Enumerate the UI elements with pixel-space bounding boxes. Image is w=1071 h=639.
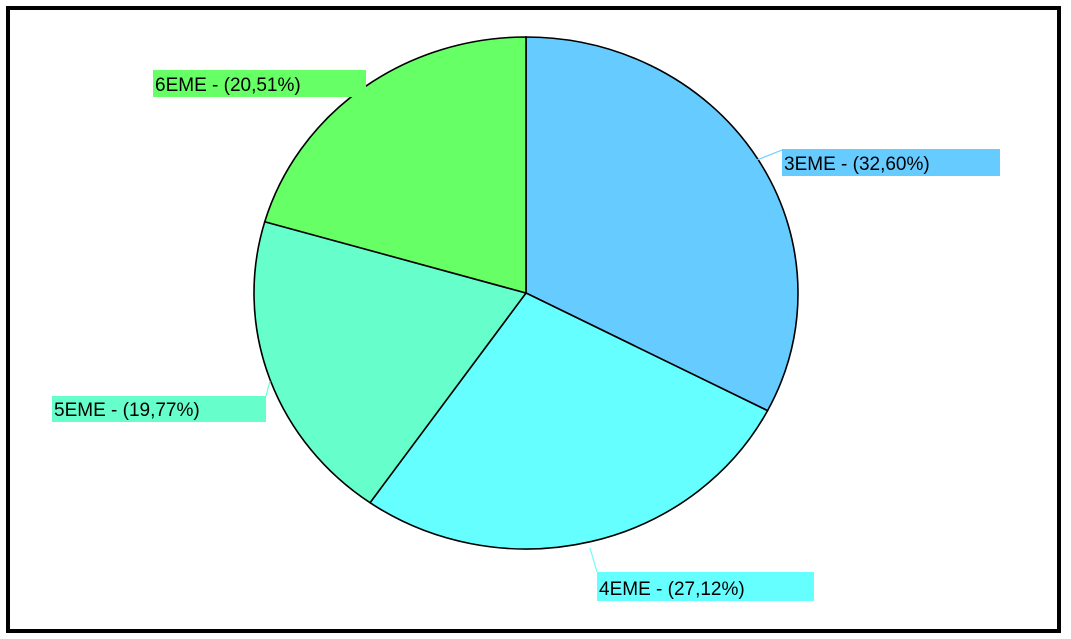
pie-label-background xyxy=(153,70,366,97)
pie-label-background xyxy=(597,572,814,601)
pie-label-5eme: 5EME - (19,77%) xyxy=(52,380,271,422)
pie-label-background xyxy=(782,149,1000,176)
pie-label-text: 3EME - (32,60%) xyxy=(784,154,930,175)
pie-label-4eme: 4EME - (27,12%) xyxy=(589,547,814,601)
pie-label-background xyxy=(52,396,266,422)
pie-leader-line xyxy=(265,380,271,397)
pie-slice-5eme xyxy=(253,220,528,504)
pie-label-text: 4EME - (27,12%) xyxy=(599,579,745,600)
pie-labels: 3EME - (32,60%) 4EME - (27,12%) 5EME - (19… xyxy=(52,70,1000,601)
pie-label-text: 5EME - (19,77%) xyxy=(54,400,200,421)
pie-leader-line xyxy=(589,547,598,573)
pie-label-3eme: 3EME - (32,60%) xyxy=(756,149,1000,176)
pie-slice-4eme xyxy=(368,291,769,550)
pie-slices xyxy=(253,36,799,550)
pie-leader-line xyxy=(756,149,783,161)
pie-leader-line xyxy=(299,74,367,81)
pie-label-text: 6EME - (20,51%) xyxy=(155,75,301,96)
pie-label-6eme: 6EME - (20,51%) xyxy=(153,70,367,97)
